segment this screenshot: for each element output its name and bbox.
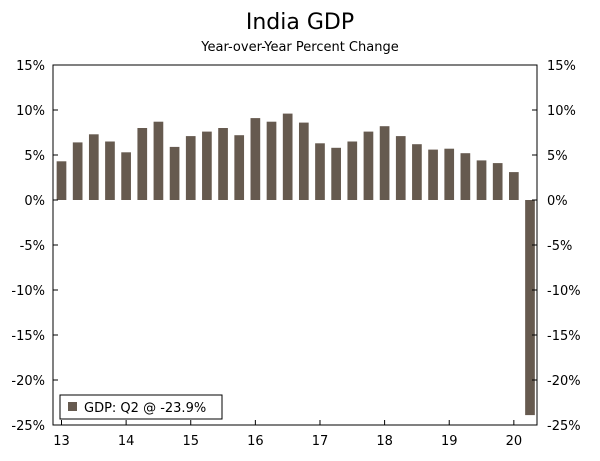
x-tick-label: 19: [441, 434, 458, 449]
bar-2016-q1: [251, 118, 261, 200]
y-tick-label-right: -15%: [547, 329, 581, 344]
y-tick-label-right: 15%: [547, 59, 576, 74]
plot-frame: [53, 65, 537, 425]
bar-2020-q2: [525, 200, 535, 415]
bar-2015-q1: [186, 136, 196, 200]
y-axis-left: 15% 10% 5% 0% -5% -10% -15% -20% -25%: [11, 59, 58, 434]
bar-2015-q4: [234, 135, 244, 200]
bar-2013-q4: [105, 142, 115, 201]
y-tick-label-right: -20%: [547, 374, 581, 389]
y-tick-label-right: 5%: [547, 149, 568, 164]
bar-2020-q1: [509, 172, 519, 200]
legend: GDP: Q2 @ -23.9%: [60, 395, 222, 419]
y-axis-right: 15% 10% 5% 0% -5% -10% -15% -20% -25%: [532, 59, 581, 434]
bar-2017-q4: [364, 132, 374, 200]
x-tick-label: 13: [53, 434, 70, 449]
bar-2017-q3: [347, 142, 357, 201]
bar-2014-q3: [154, 122, 164, 200]
y-tick-label-left: 10%: [16, 104, 45, 119]
bar-2014-q2: [137, 128, 147, 200]
x-tick-label: 18: [376, 434, 393, 449]
bar-2014-q1: [121, 152, 131, 200]
y-tick-label-right: 10%: [547, 104, 576, 119]
y-tick-label-left: 15%: [16, 59, 45, 74]
bar-2015-q3: [218, 128, 228, 200]
y-tick-label-right: 0%: [547, 194, 568, 209]
bar-2013-q3: [89, 134, 99, 200]
bar-2019-q2: [461, 153, 471, 200]
bar-2019-q1: [444, 149, 454, 200]
y-tick-label-left: -10%: [11, 284, 45, 299]
y-tick-label-left: -15%: [11, 329, 45, 344]
bar-2015-q2: [202, 132, 212, 200]
x-tick-label: 15: [182, 434, 199, 449]
y-tick-label-left: 5%: [24, 149, 45, 164]
bar-2013-q1: [57, 161, 67, 200]
y-tick-label-left: -20%: [11, 374, 45, 389]
y-tick-label-right: -25%: [547, 419, 581, 434]
x-tick-label: 16: [247, 434, 264, 449]
bar-2018-q2: [396, 136, 406, 200]
x-tick-label: 14: [118, 434, 135, 449]
bar-2018-q1: [380, 126, 390, 200]
bar-2018-q3: [412, 144, 422, 200]
y-tick-label-left: 0%: [24, 194, 45, 209]
bar-2016-q4: [299, 123, 309, 200]
y-tick-label-left: -25%: [11, 419, 45, 434]
legend-label: GDP: Q2 @ -23.9%: [84, 401, 206, 416]
bar-2019-q3: [477, 160, 487, 200]
x-axis: 13 14 15 16 17 18 19 20: [53, 420, 522, 449]
bar-2016-q2: [267, 122, 277, 200]
bar-2018-q4: [428, 150, 438, 200]
bar-2016-q3: [283, 114, 293, 200]
bar-2013-q2: [73, 142, 83, 200]
x-tick-label: 17: [312, 434, 329, 449]
bar-series: [57, 114, 535, 416]
y-tick-label-left: -5%: [20, 239, 45, 254]
y-tick-label-right: -5%: [547, 239, 572, 254]
x-tick-label: 20: [506, 434, 523, 449]
bar-2014-q4: [170, 147, 180, 200]
chart-plot: 15% 10% 5% 0% -5% -10% -15% -20% -25% 15% 10% 5% 0%…: [0, 0, 600, 461]
bar-2017-q2: [331, 148, 341, 200]
bar-2019-q4: [493, 163, 503, 200]
legend-swatch: [68, 402, 77, 411]
y-tick-label-right: -10%: [547, 284, 581, 299]
bar-2017-q1: [315, 143, 325, 200]
